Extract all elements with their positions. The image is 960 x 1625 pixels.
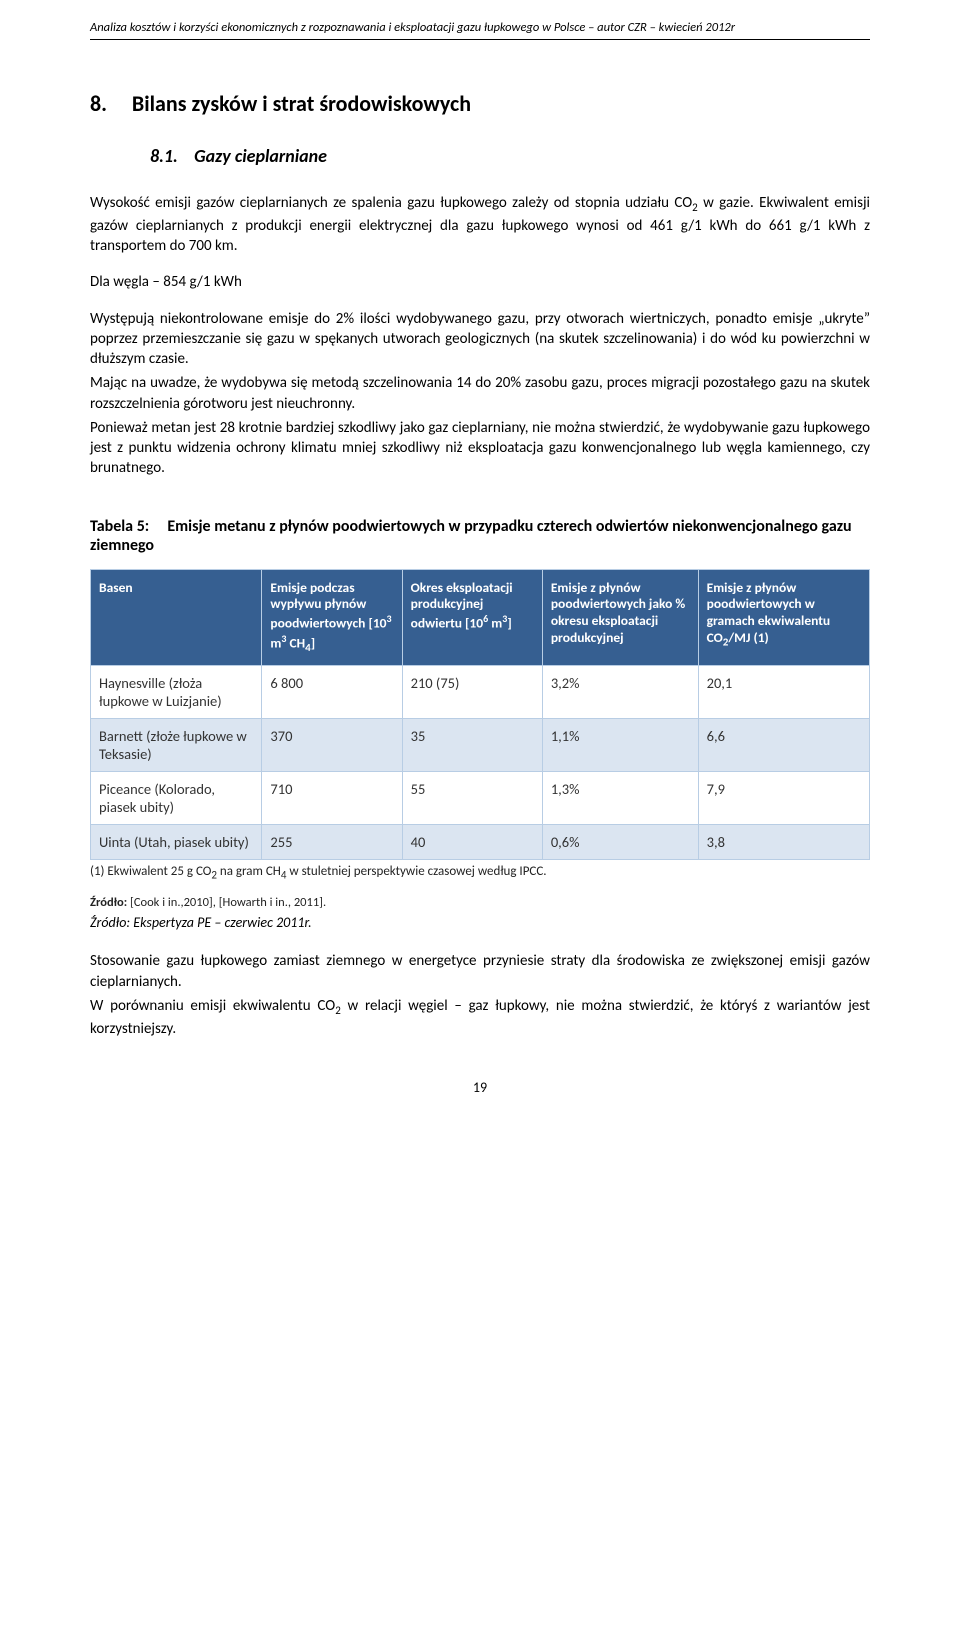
subsection-number: 8.1. bbox=[150, 145, 178, 167]
cell-a: 255 bbox=[262, 824, 402, 859]
table-5-block: Tabela 5: Emisje metanu z płynów poodwie… bbox=[90, 517, 870, 911]
th-emissions-flowback: Emisje podczas wypływu płynów poodwierto… bbox=[262, 569, 402, 665]
cell-b: 40 bbox=[402, 824, 542, 859]
cell-basin: Barnett (złoże łupkowe w Teksasie) bbox=[91, 718, 262, 771]
table-header-row: Basen Emisje podczas wypływu płynów pood… bbox=[91, 569, 870, 665]
subsection-title: Gazy cieplarniane bbox=[194, 145, 327, 167]
emissions-table: Basen Emisje podczas wypływu płynów pood… bbox=[90, 569, 870, 860]
cell-basin: Haynesville (złoża łupkowe w Luizjanie) bbox=[91, 665, 262, 718]
cell-b: 55 bbox=[402, 771, 542, 824]
running-header: Analiza kosztów i korzyści ekonomicznych… bbox=[90, 20, 870, 40]
th-basin: Basen bbox=[91, 569, 262, 665]
paragraph-2: Dla węgla – 854 g/1 kWh bbox=[90, 272, 870, 292]
cell-a: 370 bbox=[262, 718, 402, 771]
section-title: Bilans zysków i strat środowiskowych bbox=[132, 90, 471, 117]
section-heading: 8. Bilans zysków i strat środowiskowych bbox=[90, 90, 870, 117]
figure-source-caption: Źródło: Ekspertyza PE – czerwiec 2011r. bbox=[90, 914, 870, 931]
p1-text-a: Wysokość emisji gazów cieplarnianych ze … bbox=[90, 194, 692, 212]
page-number: 19 bbox=[90, 1079, 870, 1096]
table-source: Źródło: [Cook i in.,2010], [Howarth i in… bbox=[90, 895, 870, 910]
table-row: Haynesville (złoża łupkowe w Luizjanie) … bbox=[91, 665, 870, 718]
table-title: Tabela 5: Emisje metanu z płynów poodwie… bbox=[90, 517, 870, 555]
table-row: Piceance (Kolorado, piasek ubity) 710 55… bbox=[91, 771, 870, 824]
table-row: Barnett (złoże łupkowe w Teksasie) 370 3… bbox=[91, 718, 870, 771]
table-footnote: (1) Ekwiwalent 25 g CO2 na gram CH4 w st… bbox=[90, 864, 870, 882]
cell-b: 210 (75) bbox=[402, 665, 542, 718]
table-row: Uinta (Utah, piasek ubity) 255 40 0,6% 3… bbox=[91, 824, 870, 859]
table-source-text: [Cook i in.,2010], [Howarth i in., 2011]… bbox=[127, 895, 326, 910]
cell-c: 1,3% bbox=[542, 771, 698, 824]
table-title-text: Emisje metanu z płynów poodwiertowych w … bbox=[90, 517, 852, 555]
th-co2eq: Emisje z płynów poodwiertowych w gramach… bbox=[698, 569, 869, 665]
cell-d: 20,1 bbox=[698, 665, 869, 718]
paragraph-5: Ponieważ metan jest 28 krotnie bardziej … bbox=[90, 418, 870, 479]
paragraph-6: Stosowanie gazu łupkowego zamiast ziemne… bbox=[90, 951, 870, 992]
cell-d: 3,8 bbox=[698, 824, 869, 859]
paragraph-4: Mając na uwadze, że wydobywa się metodą … bbox=[90, 373, 870, 414]
section-number: 8. bbox=[90, 90, 107, 117]
cell-c: 3,2% bbox=[542, 665, 698, 718]
table-title-label: Tabela 5: bbox=[90, 517, 149, 536]
cell-a: 710 bbox=[262, 771, 402, 824]
cell-a: 6 800 bbox=[262, 665, 402, 718]
subsection-heading: 8.1. Gazy cieplarniane bbox=[150, 145, 870, 167]
cell-d: 7,9 bbox=[698, 771, 869, 824]
cell-c: 0,6% bbox=[542, 824, 698, 859]
table-source-label: Źródło: bbox=[90, 895, 127, 910]
th-percent: Emisje z płynów poodwiertowych jako % ok… bbox=[542, 569, 698, 665]
paragraph-1: Wysokość emisji gazów cieplarnianych ze … bbox=[90, 193, 870, 256]
cell-basin: Piceance (Kolorado, piasek ubity) bbox=[91, 771, 262, 824]
p7-text-a: W porównaniu emisji ekwiwalentu CO bbox=[90, 997, 335, 1015]
cell-b: 35 bbox=[402, 718, 542, 771]
paragraph-7: W porównaniu emisji ekwiwalentu CO2 w re… bbox=[90, 996, 870, 1039]
cell-c: 1,1% bbox=[542, 718, 698, 771]
th-production-period: Okres eksploatacji produkcyjnej odwiertu… bbox=[402, 569, 542, 665]
cell-d: 6,6 bbox=[698, 718, 869, 771]
cell-basin: Uinta (Utah, piasek ubity) bbox=[91, 824, 262, 859]
paragraph-3: Występują niekontrolowane emisje do 2% i… bbox=[90, 309, 870, 370]
